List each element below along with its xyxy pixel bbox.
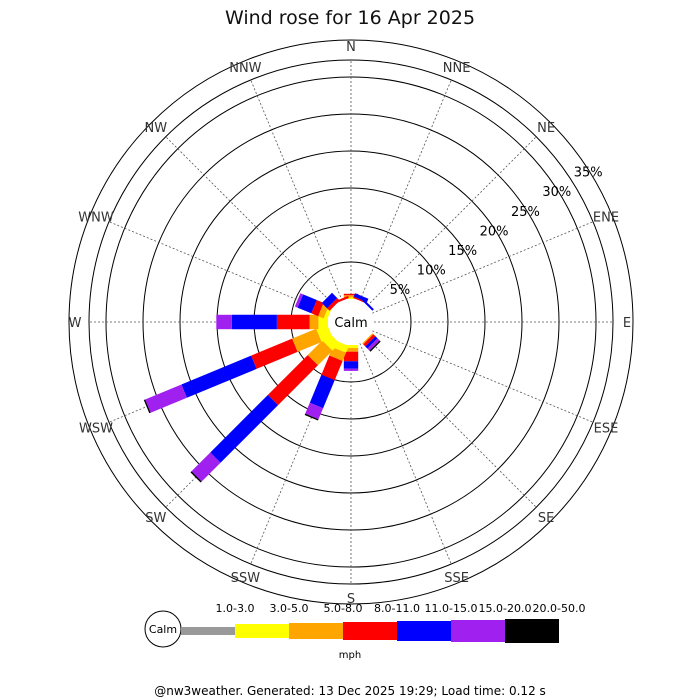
direction-label: E [623,316,631,331]
wind-bar-s-bin-5 [343,368,359,371]
chart-title: Wind rose for 16 Apr 2025 [225,7,475,29]
legend-swatch [451,620,505,642]
wind-bar-nnw-bin-3 [334,295,349,304]
direction-label: S [347,592,355,607]
direction-label: ESE [594,422,619,437]
wind-bar-wsw-bin-2 [292,328,322,352]
direction-label: W [69,316,82,331]
wind-bar-sw-bin-4 [210,394,279,463]
legend-label: 1.0-3.0 [216,602,255,615]
wind-bar-se-bin-3 [363,334,376,347]
wind-bar-wnw-bin-5 [294,293,304,308]
legend-swatch [343,622,397,640]
wind-bar-wsw-bin-4 [181,355,257,398]
percent-label: 15% [448,244,477,259]
legend-label: 3.0-5.0 [270,602,309,615]
wind-bar-sw-bin-6 [190,471,202,483]
direction-label: SW [145,511,166,526]
calm-circle [328,299,374,345]
grid-ring-outer [88,59,614,585]
percent-label: 25% [511,205,540,220]
calm-label: Calm [334,316,367,331]
wind-bar-s-bin-3 [343,351,359,362]
speed-legend: Calm mph 1.0-3.0 3.0-5.0 5.0-8.0 8.0-11.0 11… [144,602,586,661]
wind-bar-se-bin-5 [367,338,380,351]
wind-bar-ssw-bin-4 [309,374,335,409]
wind-bar-w-bin-4 [231,314,277,330]
legend-label: 20.0-50.0 [533,602,586,615]
wind-bar-wsw-bin-6 [143,399,151,414]
direction-label: WSW [79,422,113,437]
direction-label: NE [537,121,555,136]
direction-label: ENE [593,210,619,225]
legend-swatch [235,624,289,638]
wind-bar-nw-bin-4 [321,292,338,309]
wind-bar-ssw-bin-2 [329,347,346,361]
grid-ring [68,39,634,605]
legend-label: 8.0-11.0 [374,602,420,615]
direction-label: NNE [443,61,471,76]
percent-label: 30% [542,185,571,200]
legend-label: 15.0-20.0 [479,602,532,615]
wind-bar-ne-bin-4 [362,299,374,311]
legend-swatch [181,627,235,635]
direction-label: SSE [444,571,469,586]
percent-label: 20% [480,224,509,239]
wind-bar-wsw-bin-3 [251,338,298,369]
direction-label: SSW [231,571,261,586]
calm-center: Calm [328,299,374,345]
legend-swatch [505,619,559,643]
wind-bar-s-bin-4 [343,361,359,369]
wind-bar-sw-bin-3 [267,355,318,406]
legend-swatch [289,623,343,639]
polar-grid [68,39,634,605]
wind-bar-se-bin-2 [362,333,374,345]
wind-bar-ssw-bin-3 [321,355,343,381]
direction-label: NNW [229,61,261,76]
direction-label: SE [538,511,554,526]
wind-bar-nne-bin-4 [353,293,369,303]
wind-bar-w-bin-5 [216,314,232,330]
wind-bars [143,292,381,483]
direction-labels: N NNE NE ENE E ESE SE SSE S SSW SW WSW W WNW NW NNW [69,40,632,607]
direction-label: NW [145,121,168,136]
footer-text: @nw3weather. Generated: 13 Dec 2025 19:2… [154,684,546,698]
legend-label: 11.0-15.0 [425,602,478,615]
legend-swatch [397,621,451,641]
wind-bar-se-bin-6 [369,340,381,352]
wind-bar-ssw-bin-6 [304,413,319,421]
wind-bar-se-bin-4 [365,336,378,349]
wind-bar-w-bin-3 [276,314,310,330]
wind-bar-sw-bin-2 [307,340,333,366]
wind-bar-wsw-bin-5 [145,384,187,413]
wind-bar-ssw-bin-5 [305,402,324,420]
wind-bar-wnw-bin-3 [311,300,324,317]
direction-label: N [346,40,356,55]
wind-bar-sw-bin-5 [191,452,221,482]
wind-bar-w-bin-2 [309,314,319,330]
wind-bar-wnw-bin-4 [297,294,317,314]
percent-label: 35% [574,166,603,181]
percent-label: 5% [390,283,411,298]
percent-labels: 5% 10%15%20%25%30%35% [390,166,603,299]
percent-label: 10% [417,264,446,279]
legend-calm-label: Calm [149,623,177,636]
legend-label: 5.0-8.0 [324,602,363,615]
legend-unit-label: mph [339,650,361,661]
direction-label: WNW [78,210,114,225]
